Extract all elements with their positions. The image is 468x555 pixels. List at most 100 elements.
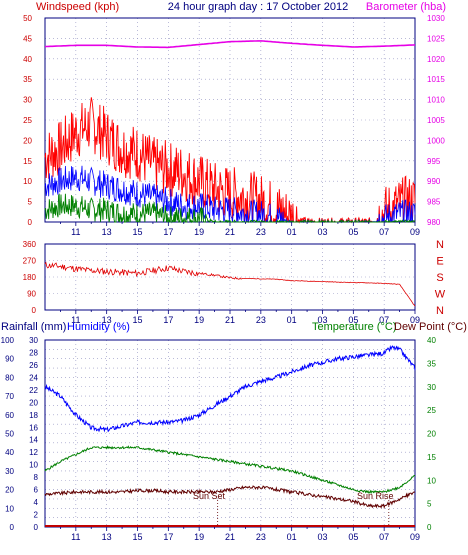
humidity-tick-100: 100 [1, 336, 15, 345]
thum-xtick-09: 09 [410, 532, 420, 542]
humidity-axis-title: Humidity (%) [67, 321, 130, 333]
temperature-tick-30: 30 [427, 383, 436, 392]
barometer-tick-1025: 1025 [427, 34, 445, 43]
humidity-tick-20: 20 [5, 486, 14, 495]
barometer-tick-1015: 1015 [427, 75, 445, 84]
barometer-tick-1000: 1000 [427, 136, 445, 145]
rainfall-tick-8: 8 [34, 473, 39, 482]
dir-xtick-13: 13 [102, 315, 112, 325]
temperature-tick-0: 0 [427, 523, 432, 532]
barometer-tick-1030: 1030 [427, 14, 445, 23]
dir-xtick-05: 05 [348, 315, 358, 325]
thum-xtick-01: 01 [287, 532, 297, 542]
dir-xtick-17: 17 [163, 315, 173, 325]
thum-xtick-17: 17 [163, 532, 173, 542]
direction-tick-180: 180 [23, 273, 37, 282]
wind-xtick-17: 17 [163, 227, 173, 237]
humidity-tick-10: 10 [5, 504, 14, 513]
wind-xtick-01: 01 [287, 227, 297, 237]
thum-xtick-21: 21 [225, 532, 235, 542]
wind-xtick-07: 07 [379, 227, 389, 237]
compass-label-n: N [436, 305, 444, 317]
humidity-tick-80: 80 [5, 373, 14, 382]
windspeed-tick-20: 20 [23, 136, 32, 145]
rainfall-tick-14: 14 [29, 436, 38, 445]
barometer-axis-title: Barometer (hba) [366, 1, 446, 13]
rainfall-tick-26: 26 [29, 361, 38, 370]
wind-xtick-13: 13 [102, 227, 112, 237]
wind-xtick-19: 19 [194, 227, 204, 237]
dir-xtick-09: 09 [410, 315, 420, 325]
rainfall-tick-16: 16 [29, 423, 38, 432]
barometer-tick-1005: 1005 [427, 116, 445, 125]
windspeed-tick-25: 25 [23, 116, 32, 125]
temperature-tick-40: 40 [427, 336, 436, 345]
temperature-tick-5: 5 [427, 500, 432, 509]
rainfall-tick-30: 30 [29, 336, 38, 345]
rainfall-tick-4: 4 [34, 498, 39, 507]
temperature-series [44, 445, 416, 495]
thum-xtick-23: 23 [256, 532, 266, 542]
humidity-tick-0: 0 [10, 523, 15, 532]
rainfall-tick-22: 22 [29, 386, 38, 395]
wind-xtick-15: 15 [132, 227, 142, 237]
compass-label-w: W [435, 289, 446, 301]
dir-xtick-19: 19 [194, 315, 204, 325]
wind-xtick-21: 21 [225, 227, 235, 237]
dir-xtick-07: 07 [379, 315, 389, 325]
rainfall-tick-10: 10 [29, 461, 38, 470]
dir-xtick-01: 01 [287, 315, 297, 325]
barometer-series [44, 40, 416, 49]
humidity-tick-50: 50 [5, 430, 14, 439]
chart-title: 24 hour graph day : 17 October 2012 [168, 1, 348, 13]
rainfall-tick-6: 6 [34, 486, 39, 495]
wind-xtick-23: 23 [256, 227, 266, 237]
windspeed-tick-45: 45 [23, 34, 32, 43]
humidity-tick-70: 70 [5, 392, 14, 401]
rainfall-tick-0: 0 [34, 523, 39, 532]
windspeed-tick-5: 5 [28, 198, 33, 207]
wind-xtick-05: 05 [348, 227, 358, 237]
barometer-tick-1010: 1010 [427, 96, 445, 105]
direction-tick-90: 90 [27, 290, 36, 299]
windspeed-tick-10: 10 [23, 177, 32, 186]
barometer-tick-1020: 1020 [427, 55, 445, 64]
sunrise-label: Sun Rise [357, 491, 394, 501]
rainfall-tick-12: 12 [29, 448, 38, 457]
humidity-tick-60: 60 [5, 411, 14, 420]
thum-xtick-07: 07 [379, 532, 389, 542]
humidity-tick-40: 40 [5, 448, 14, 457]
dir-xtick-11: 11 [71, 315, 80, 325]
rainfall-tick-24: 24 [29, 373, 38, 382]
temperature-tick-25: 25 [427, 406, 436, 415]
temperature-tick-20: 20 [427, 430, 436, 439]
direction-tick-360: 360 [23, 240, 37, 249]
rainfall-axis-title: Rainfall (mm) [1, 321, 66, 333]
direction-tick-270: 270 [23, 257, 37, 266]
rainfall-tick-28: 28 [29, 348, 38, 357]
thum-xtick-05: 05 [348, 532, 358, 542]
thum-xtick-03: 03 [317, 532, 327, 542]
barometer-tick-990: 990 [427, 177, 441, 186]
dewpoint-axis-title: Dew Point (°C) [394, 321, 467, 333]
windspeed-axis-title: Windspeed (kph) [36, 1, 119, 13]
dir-xtick-23: 23 [256, 315, 266, 325]
compass-label-s: S [436, 272, 443, 284]
compass-label-e: E [436, 256, 443, 268]
humidity-series [44, 344, 416, 433]
windspeed-tick-35: 35 [23, 75, 32, 84]
rainfall-tick-2: 2 [34, 511, 39, 520]
wind-xtick-09: 09 [410, 227, 420, 237]
humidity-tick-90: 90 [5, 355, 14, 364]
temperature-axis-title: Temperature (°C) [312, 321, 396, 333]
sunset-label: Sun Set [193, 491, 226, 501]
windspeed-tick-0: 0 [28, 218, 33, 227]
dir-xtick-21: 21 [225, 315, 235, 325]
thum-xtick-19: 19 [194, 532, 204, 542]
thum-xtick-15: 15 [132, 532, 142, 542]
barometer-tick-980: 980 [427, 218, 441, 227]
wind-direction-series [44, 261, 416, 307]
thum-xtick-11: 11 [71, 532, 80, 542]
temperature-tick-10: 10 [427, 476, 436, 485]
